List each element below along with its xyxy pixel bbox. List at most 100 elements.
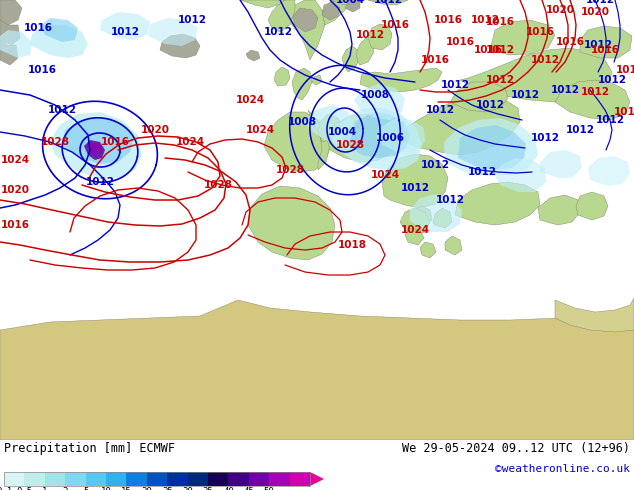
Text: 1012: 1012	[178, 15, 207, 25]
Text: 1012: 1012	[467, 167, 496, 177]
Polygon shape	[322, 0, 350, 25]
Bar	[208, 472, 228, 486]
Polygon shape	[444, 118, 538, 176]
Text: 1006: 1006	[375, 133, 404, 143]
Text: 1012: 1012	[486, 45, 515, 55]
Bar	[126, 472, 147, 486]
Text: 1016: 1016	[420, 55, 450, 65]
Polygon shape	[292, 68, 312, 100]
Polygon shape	[368, 0, 408, 5]
Text: 1020: 1020	[581, 7, 609, 17]
Text: 1020: 1020	[1, 185, 30, 195]
Text: 1012: 1012	[86, 177, 115, 187]
Text: 1012: 1012	[48, 105, 77, 115]
Polygon shape	[293, 8, 318, 32]
Bar	[4, 472, 24, 486]
Text: 1012: 1012	[264, 27, 292, 37]
Text: 1012: 1012	[425, 105, 455, 115]
Polygon shape	[264, 112, 330, 172]
Polygon shape	[50, 112, 142, 178]
Polygon shape	[326, 114, 400, 162]
Polygon shape	[400, 96, 520, 155]
Text: 1012: 1012	[470, 15, 500, 25]
Polygon shape	[240, 0, 285, 8]
Bar	[4, 472, 310, 486]
Text: ©weatheronline.co.uk: ©weatheronline.co.uk	[495, 464, 630, 474]
Bar	[269, 472, 290, 486]
Polygon shape	[368, 24, 392, 50]
Text: 1020: 1020	[545, 5, 574, 15]
Text: 1016: 1016	[446, 37, 474, 47]
Polygon shape	[580, 26, 632, 58]
Polygon shape	[382, 154, 448, 208]
Text: 20: 20	[141, 487, 152, 490]
Text: 1016: 1016	[486, 17, 515, 27]
Polygon shape	[433, 208, 452, 228]
Text: 0.1: 0.1	[0, 487, 12, 490]
Text: 1012: 1012	[510, 90, 540, 100]
Text: 25: 25	[162, 487, 172, 490]
Polygon shape	[460, 48, 612, 102]
Polygon shape	[0, 40, 18, 65]
Text: 1016: 1016	[23, 23, 53, 33]
Bar	[188, 472, 208, 486]
Text: 1012: 1012	[531, 55, 559, 65]
Polygon shape	[405, 228, 424, 245]
Text: We 29-05-2024 09..12 UTC (12+96): We 29-05-2024 09..12 UTC (12+96)	[402, 442, 630, 455]
Text: 1020: 1020	[141, 125, 169, 135]
Text: 1024: 1024	[370, 170, 399, 180]
Polygon shape	[308, 110, 330, 170]
Text: 1016: 1016	[101, 137, 129, 147]
Polygon shape	[450, 82, 508, 112]
Polygon shape	[62, 118, 134, 164]
Text: 1028: 1028	[204, 180, 233, 190]
Polygon shape	[576, 192, 608, 220]
Polygon shape	[310, 472, 324, 486]
Polygon shape	[0, 30, 32, 58]
Polygon shape	[356, 38, 374, 65]
Bar	[106, 472, 126, 486]
Text: 1016: 1016	[1, 220, 30, 230]
Text: 1012: 1012	[566, 125, 595, 135]
Polygon shape	[30, 25, 88, 58]
Text: 1024: 1024	[401, 225, 430, 235]
Polygon shape	[342, 46, 360, 72]
Polygon shape	[89, 142, 102, 155]
Bar	[147, 472, 167, 486]
Bar	[24, 472, 45, 486]
Polygon shape	[555, 80, 630, 120]
Polygon shape	[332, 108, 422, 170]
Text: 5: 5	[83, 487, 88, 490]
Polygon shape	[455, 182, 540, 225]
Polygon shape	[40, 18, 78, 42]
Polygon shape	[490, 20, 555, 55]
Polygon shape	[100, 12, 150, 40]
Polygon shape	[160, 34, 200, 58]
Text: 1004: 1004	[327, 127, 356, 137]
Polygon shape	[588, 156, 630, 186]
Text: 1018: 1018	[337, 240, 366, 250]
Text: 1012: 1012	[401, 183, 429, 193]
Text: 1008: 1008	[287, 117, 316, 127]
Polygon shape	[312, 75, 322, 85]
Polygon shape	[246, 50, 260, 61]
Polygon shape	[420, 242, 436, 258]
Polygon shape	[376, 118, 425, 152]
Text: 1: 1	[42, 487, 48, 490]
Text: 1012: 1012	[550, 85, 579, 95]
Polygon shape	[342, 112, 410, 158]
Bar	[228, 472, 249, 486]
Polygon shape	[318, 114, 342, 142]
Text: 1012: 1012	[597, 75, 626, 85]
Polygon shape	[84, 140, 105, 160]
Text: 1016: 1016	[616, 65, 634, 75]
Text: 1012: 1012	[373, 0, 403, 5]
Polygon shape	[248, 186, 335, 260]
Bar	[65, 472, 86, 486]
Polygon shape	[496, 158, 546, 192]
Text: 1012: 1012	[441, 80, 470, 90]
Text: 1016: 1016	[614, 107, 634, 117]
Text: 45: 45	[243, 487, 254, 490]
Bar	[45, 472, 65, 486]
Polygon shape	[288, 0, 325, 60]
